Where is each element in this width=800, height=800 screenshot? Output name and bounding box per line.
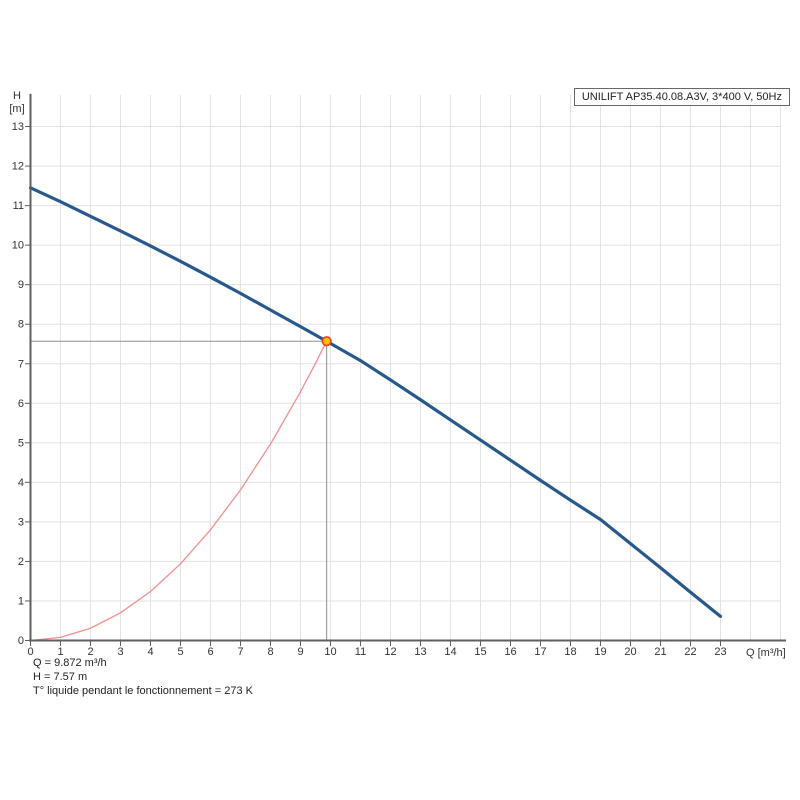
y-tick-label: 0 [18, 635, 24, 647]
x-axis-title: Q [m³/h] [746, 647, 786, 659]
curve-title-box: UNILIFT AP35.40.08.A3V, 3*400 V, 50Hz [573, 88, 790, 106]
x-tick-label: 4 [147, 646, 153, 658]
y-tick-label: 13 [12, 121, 24, 133]
x-tick-label: 19 [594, 646, 606, 658]
x-tick-label: 2 [87, 646, 93, 658]
x-tick-label: 21 [654, 646, 666, 658]
y-tick-label: 5 [18, 437, 24, 449]
x-tick-label: 8 [267, 646, 273, 658]
system-curve [29, 340, 328, 642]
y-tick-label: 4 [18, 477, 24, 489]
x-tick-label: 20 [624, 646, 636, 658]
head-readout: H = 7.57 m [33, 671, 88, 683]
x-tick-label: 16 [504, 646, 516, 658]
x-tick-label: 6 [207, 646, 213, 658]
y-tick-label: 9 [18, 279, 24, 291]
y-tick-label: 3 [18, 516, 24, 528]
y-tick-label: 8 [18, 319, 24, 331]
y-axis-title: [m] [9, 103, 24, 115]
x-tick-label: 0 [27, 646, 33, 658]
y-tick-label: 1 [18, 595, 24, 607]
y-tick-label: 10 [12, 240, 24, 252]
x-tick-label: 10 [324, 646, 336, 658]
x-tick-label: 14 [444, 646, 456, 658]
x-tick-label: 17 [534, 646, 546, 658]
y-tick-label: 7 [18, 358, 24, 370]
curve-title: UNILIFT AP35.40.08.A3V, 3*400 V, 50Hz [581, 91, 782, 103]
duty-point-readout: Q = 9.872 m³/h H = 7.57 m T° liquide pen… [33, 656, 253, 698]
y-tick-label: 2 [18, 556, 24, 568]
y-axis-title: H [13, 90, 21, 102]
x-tick-label: 22 [684, 646, 696, 658]
x-tick-label: 5 [177, 646, 183, 658]
y-tick-label: 11 [13, 200, 24, 212]
liquid-temperature-readout: T° liquide pendant le fonctionnement = 2… [33, 685, 253, 697]
pump-curve-chart[interactable]: 0 1 2 3 4 5 6 7 8 9 10 11 12 13 14 15 16 17 18 19 20 21 22 2301… [0, 0, 800, 710]
x-tick-label: 15 [474, 646, 486, 658]
x-tick-label: 18 [564, 646, 576, 658]
flow-readout: Q = 9.872 m³/h [33, 657, 107, 669]
x-tick-label: 1 [57, 646, 63, 658]
pump-curve [28, 186, 723, 618]
x-tick-label: 13 [414, 646, 426, 658]
duty-point-marker[interactable] [321, 336, 332, 347]
x-tick-label: 7 [237, 646, 243, 658]
x-tick-label: 9 [297, 646, 303, 658]
x-tick-label: 11 [355, 646, 366, 658]
x-tick-label: 23 [714, 646, 726, 658]
y-tick-label: 12 [12, 161, 24, 173]
x-tick-label: 3 [117, 646, 123, 658]
y-tick-label: 6 [18, 398, 24, 410]
x-tick-label: 12 [384, 646, 396, 658]
